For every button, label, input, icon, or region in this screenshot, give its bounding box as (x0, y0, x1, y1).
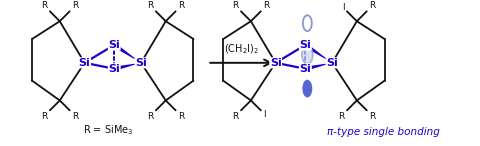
Text: Si: Si (108, 40, 120, 50)
Text: I: I (264, 110, 266, 119)
Polygon shape (305, 63, 332, 71)
Text: R: R (179, 1, 185, 10)
Text: I: I (342, 3, 344, 12)
Text: Si: Si (108, 64, 120, 74)
Text: (CH$_2$I)$_2$: (CH$_2$I)$_2$ (224, 42, 259, 56)
Text: R: R (41, 1, 47, 10)
Text: R: R (147, 1, 153, 10)
Polygon shape (114, 63, 141, 71)
Text: R: R (179, 112, 185, 121)
Text: Si: Si (79, 58, 90, 68)
Text: R: R (370, 112, 376, 121)
Text: Si: Si (135, 58, 147, 68)
Text: R: R (41, 112, 47, 121)
Text: R: R (338, 112, 344, 121)
Text: R: R (370, 1, 376, 10)
Text: Si: Si (270, 58, 282, 68)
Text: π-type single bonding: π-type single bonding (327, 127, 440, 137)
Text: R: R (72, 1, 79, 10)
Text: Si: Si (300, 64, 311, 74)
Ellipse shape (302, 80, 312, 98)
Text: Si: Si (326, 58, 338, 68)
Text: R: R (232, 1, 238, 10)
Text: R: R (232, 112, 238, 121)
Polygon shape (304, 43, 332, 63)
Text: Si: Si (300, 40, 311, 50)
Polygon shape (113, 43, 141, 63)
Text: R = SiMe$_3$: R = SiMe$_3$ (83, 123, 133, 137)
Text: R: R (147, 112, 153, 121)
Text: R: R (72, 112, 79, 121)
Ellipse shape (302, 46, 313, 64)
Text: R: R (264, 1, 270, 10)
